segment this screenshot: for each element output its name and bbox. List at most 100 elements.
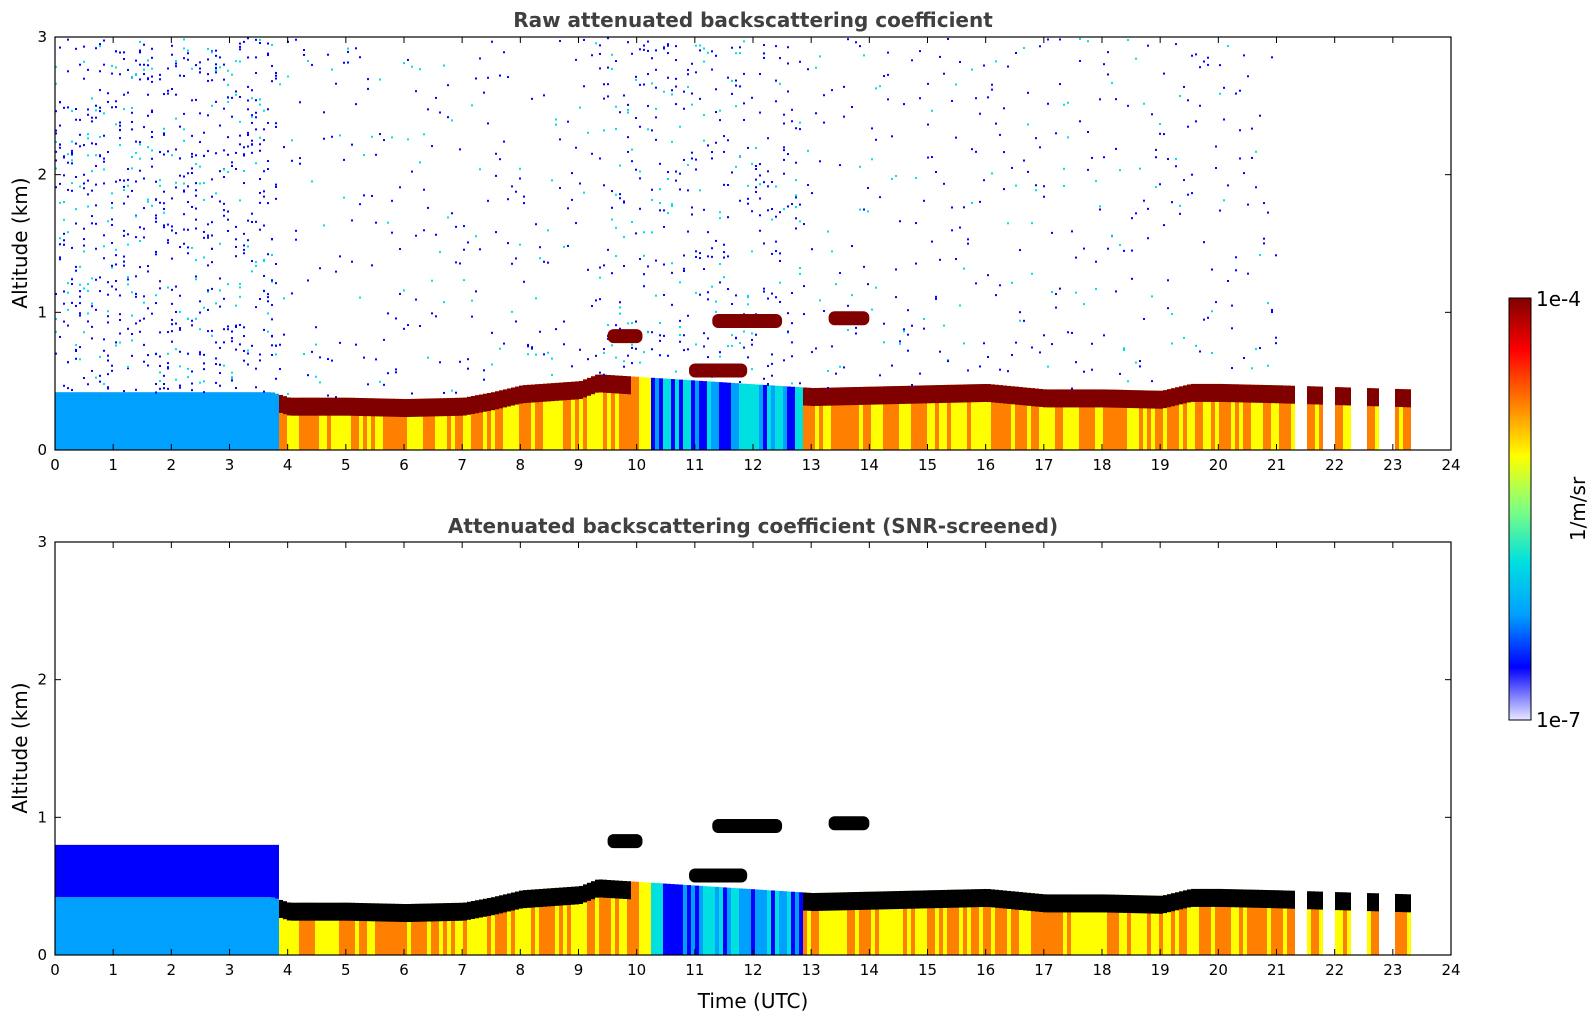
noise-point xyxy=(175,93,177,96)
noise-point xyxy=(1079,120,1081,123)
noise-point xyxy=(1143,102,1145,105)
layer-top-band xyxy=(1087,389,1091,408)
heatmap-column xyxy=(327,397,331,450)
noise-point xyxy=(1071,387,1073,390)
layer-top-band xyxy=(523,385,527,404)
noise-point xyxy=(99,355,101,358)
layer-top-band xyxy=(623,376,627,395)
layer-top-band xyxy=(1063,389,1067,408)
layer-top-band xyxy=(1171,388,1175,407)
noise-point xyxy=(155,220,157,223)
heatmap-column xyxy=(775,385,779,450)
noise-point xyxy=(1151,295,1153,298)
heatmap-column xyxy=(143,392,147,450)
noise-point xyxy=(1115,290,1117,293)
noise-point xyxy=(191,99,193,102)
noise-point xyxy=(515,320,517,323)
layer-top-band xyxy=(955,384,959,403)
noise-point xyxy=(139,141,141,144)
noise-point xyxy=(263,390,265,393)
noise-point xyxy=(203,306,205,309)
heatmap-column xyxy=(303,397,307,450)
heatmap-column xyxy=(1335,387,1339,450)
screened-fog-column xyxy=(267,844,271,898)
noise-point xyxy=(1211,310,1213,313)
noise-point xyxy=(183,139,185,142)
noise-point xyxy=(911,324,913,327)
noise-point xyxy=(771,353,773,356)
noise-point xyxy=(1079,59,1081,62)
noise-point xyxy=(211,79,213,82)
heatmap-column xyxy=(999,385,1003,450)
heatmap-column xyxy=(451,397,455,450)
layer-top-band xyxy=(323,902,327,921)
layer-top-band xyxy=(291,902,295,921)
noise-point xyxy=(275,74,277,77)
noise-point xyxy=(71,110,73,113)
noise-point xyxy=(415,298,417,301)
noise-point xyxy=(983,342,985,345)
noise-point xyxy=(663,47,665,50)
heatmap-column xyxy=(1111,894,1115,955)
noise-point xyxy=(263,190,265,193)
screened-fog-column xyxy=(159,844,163,898)
heatmap-column xyxy=(283,396,287,450)
noise-point xyxy=(655,138,657,141)
noise-point xyxy=(95,104,97,107)
noise-point xyxy=(1083,303,1085,306)
noise-point xyxy=(955,83,957,86)
noise-point xyxy=(619,111,621,114)
noise-point xyxy=(87,193,89,196)
noise-point xyxy=(159,287,161,290)
noise-point xyxy=(783,359,785,362)
noise-point xyxy=(195,259,197,262)
noise-point xyxy=(215,100,217,103)
noise-point xyxy=(791,291,793,294)
noise-point xyxy=(1055,306,1057,309)
noise-point xyxy=(91,170,93,173)
noise-point xyxy=(183,228,185,231)
noise-point xyxy=(387,312,389,315)
noise-point xyxy=(1155,148,1157,151)
noise-point xyxy=(79,118,81,121)
heatmap-column xyxy=(1071,894,1075,955)
noise-point xyxy=(183,74,185,77)
noise-point xyxy=(703,139,705,142)
noise-point xyxy=(1003,151,1005,154)
layer-top-band xyxy=(551,383,555,402)
heatmap-column xyxy=(1311,891,1315,955)
layer-top-band xyxy=(1191,888,1195,907)
noise-point xyxy=(131,128,133,131)
noise-point xyxy=(443,64,445,67)
noise-point xyxy=(95,204,97,207)
noise-point xyxy=(279,343,281,346)
noise-point xyxy=(215,357,217,360)
screened-fog-column xyxy=(207,844,211,898)
noise-point xyxy=(803,285,805,288)
noise-point xyxy=(1075,256,1077,259)
noise-point xyxy=(103,338,105,341)
layer-top-band xyxy=(487,897,491,916)
noise-point xyxy=(1171,201,1173,204)
screened-fog-column xyxy=(79,844,83,898)
noise-point xyxy=(95,116,97,119)
noise-point xyxy=(175,348,177,351)
heatmap-column xyxy=(1023,892,1027,955)
noise-point xyxy=(147,354,149,357)
noise-point xyxy=(463,248,465,251)
noise-point xyxy=(67,231,69,234)
noise-point xyxy=(55,132,57,135)
noise-point xyxy=(187,49,189,52)
noise-point xyxy=(763,56,765,59)
layer-top-band xyxy=(463,397,467,416)
noise-point xyxy=(231,161,233,164)
noise-point xyxy=(843,115,845,118)
heatmap-column xyxy=(739,383,743,450)
noise-point xyxy=(707,255,709,258)
noise-point xyxy=(479,248,481,251)
heatmap-column xyxy=(419,398,423,450)
screened-fog-column xyxy=(95,844,99,898)
noise-point xyxy=(675,103,677,106)
noise-point xyxy=(219,242,221,245)
heatmap-column xyxy=(703,886,707,955)
